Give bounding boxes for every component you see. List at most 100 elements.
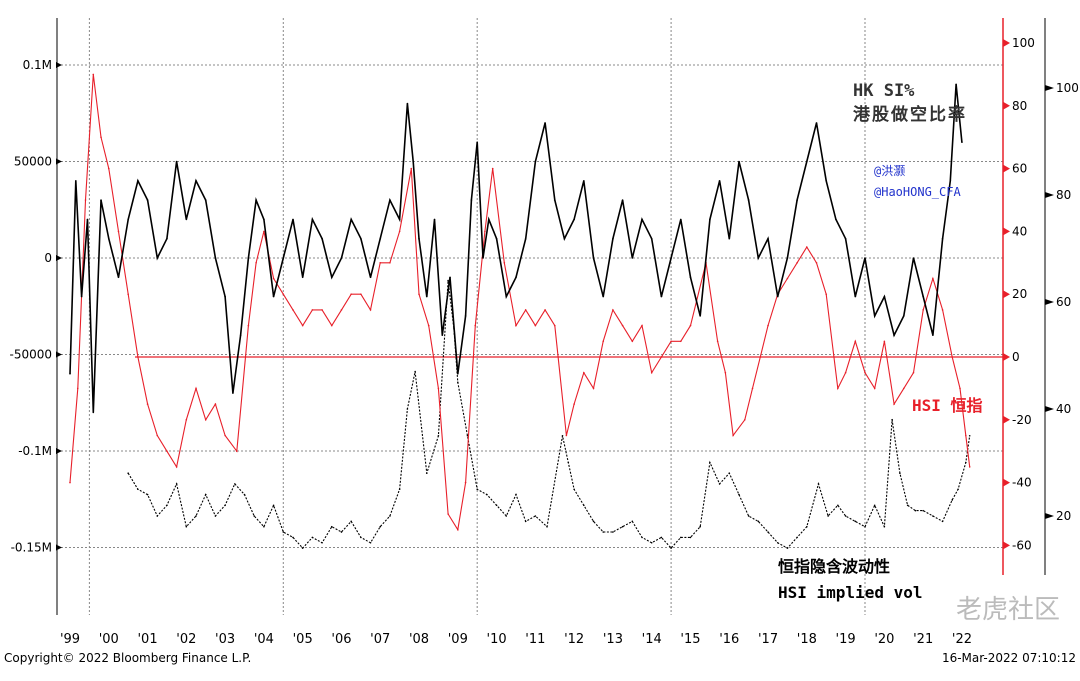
data-point-hsi [235,450,238,453]
right-tick-label: 40 [1056,402,1071,416]
data-point-si [175,160,178,163]
data-point-vol [389,515,391,517]
x-tick-label: '03 [215,632,235,647]
data-point-vol [224,504,226,507]
left-tick-marker [56,448,62,454]
data-point-si [873,315,876,317]
data-point-si [544,122,546,124]
data-point-hsi [524,309,527,311]
data-point-hsi [602,340,605,343]
data-point-si [464,315,467,317]
data-point-si [379,237,382,240]
data-point-si [738,160,740,163]
data-point-si [137,180,139,182]
data-point-si [961,141,963,143]
data-point-si [893,334,895,337]
data-point-si [796,199,798,201]
data-point-vol [767,531,769,533]
data-point-vol [592,520,595,523]
data-point-vol [806,525,808,528]
data-point-vol [185,525,188,528]
data-point-hsi [379,262,382,264]
data-point-si [232,392,234,394]
data-point-si [641,218,643,221]
data-point-si [204,199,207,201]
data-point-hsi [321,309,323,311]
data-point-vol [214,515,217,517]
data-point-hsi [864,371,866,374]
data-point-si [185,218,188,221]
data-point-si [100,199,102,201]
data-point-si [224,295,226,298]
data-point-si [679,218,682,221]
data-point-si [360,237,362,240]
left-tick-marker [56,351,62,358]
red-tick-label: 80 [1012,99,1027,113]
data-point-si [398,218,401,221]
data-point-vol [776,541,779,544]
red-tick-marker [1003,39,1010,47]
x-tick-label: '10 [487,632,507,647]
data-point-hsi [806,246,808,248]
data-point-si [689,276,692,279]
right-tick-label: 100 [1056,81,1079,95]
data-point-hsi [893,403,895,405]
data-point-si [418,237,420,240]
data-point-hsi [796,262,798,264]
data-point-si [107,237,110,240]
x-tick-label: '16 [719,632,739,647]
series-line-hsi [69,74,971,532]
data-point-vol [883,525,886,528]
data-point-si [470,199,473,201]
data-point-vol [573,488,575,491]
data-point-hsi [340,309,343,311]
data-point-hsi [544,309,546,311]
data-point-vol [796,536,798,539]
red-tick-label: -60 [1012,538,1032,552]
data-point-si [482,257,484,259]
right-tick-marker [1045,192,1054,198]
data-point-si [815,122,818,124]
data-point-si [389,199,391,201]
x-tick-label: '00 [99,632,119,647]
data-point-si [425,295,428,298]
data-point-si [912,257,915,259]
data-point-si [825,180,828,182]
x-tick-label: '22 [952,632,972,647]
data-point-vol [951,499,954,501]
data-point-vol [873,504,876,507]
data-point-si [650,237,653,240]
data-point-hsi [92,73,95,76]
data-point-hsi [137,356,139,358]
data-point-hsi [922,309,924,311]
data-point-si [757,257,760,259]
data-point-hsi [272,277,275,280]
data-point-si [80,295,83,298]
red-tick-marker [1003,290,1010,299]
data-point-si [117,276,120,279]
red-tick-marker [1003,101,1010,110]
data-point-si [195,180,197,182]
x-tick-label: '99 [60,632,80,647]
data-point-vol [906,504,909,507]
data-point-hsi [902,387,905,390]
data-point-hsi [837,387,839,390]
data-point-vol [146,493,149,496]
data-point-vol [350,520,352,523]
data-point-vol [641,536,643,539]
data-point-vol [891,418,893,421]
data-point-vol [827,515,829,517]
data-point-vol [689,536,692,539]
data-point-vol [379,525,382,528]
data-point-si [563,237,566,240]
data-point-hsi [76,387,79,390]
left-tick-label: 50000 [14,155,52,169]
data-point-si [670,257,672,259]
vol-label-en: HSI implied vol [778,583,923,602]
data-point-hsi [515,324,517,327]
data-point-vol [699,525,701,528]
left-tick-label: 0 [44,251,52,265]
red-tick-label: 20 [1012,287,1027,301]
x-tick-label: '14 [642,632,662,647]
